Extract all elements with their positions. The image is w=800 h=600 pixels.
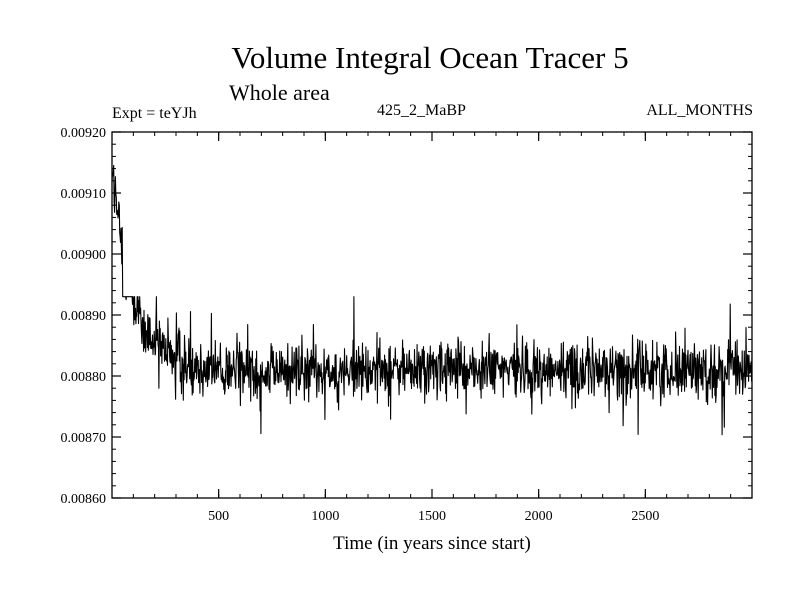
plot-frame bbox=[111, 131, 753, 499]
experiment-label: Expt = teYJh bbox=[112, 105, 197, 122]
period-label: ALL_MONTHS bbox=[646, 102, 753, 119]
y-tick-label: 0.00870 bbox=[61, 431, 107, 446]
x-axis-label: Time (in years since start) bbox=[333, 533, 531, 554]
x-tick-label: 500 bbox=[208, 509, 229, 524]
y-tick-label: 0.00860 bbox=[61, 492, 107, 507]
y-tick-label: 0.00880 bbox=[61, 370, 107, 385]
x-tick-label: 2500 bbox=[631, 509, 659, 524]
series-line bbox=[111, 164, 753, 436]
y-tick-label: 0.00910 bbox=[61, 187, 107, 202]
y-tick-label: 0.00900 bbox=[61, 248, 107, 263]
run-label: 425_2_MaBP bbox=[377, 102, 466, 119]
x-tick-label: 1000 bbox=[311, 509, 339, 524]
chart-subtitle: Whole area bbox=[229, 80, 330, 105]
chart-title: Volume Integral Ocean Tracer 5 bbox=[231, 40, 629, 75]
x-tick-label: 1500 bbox=[418, 509, 446, 524]
y-tick-label: 0.00890 bbox=[61, 309, 107, 324]
y-tick-label: 0.00920 bbox=[61, 126, 107, 141]
x-tick-label: 2000 bbox=[525, 509, 553, 524]
